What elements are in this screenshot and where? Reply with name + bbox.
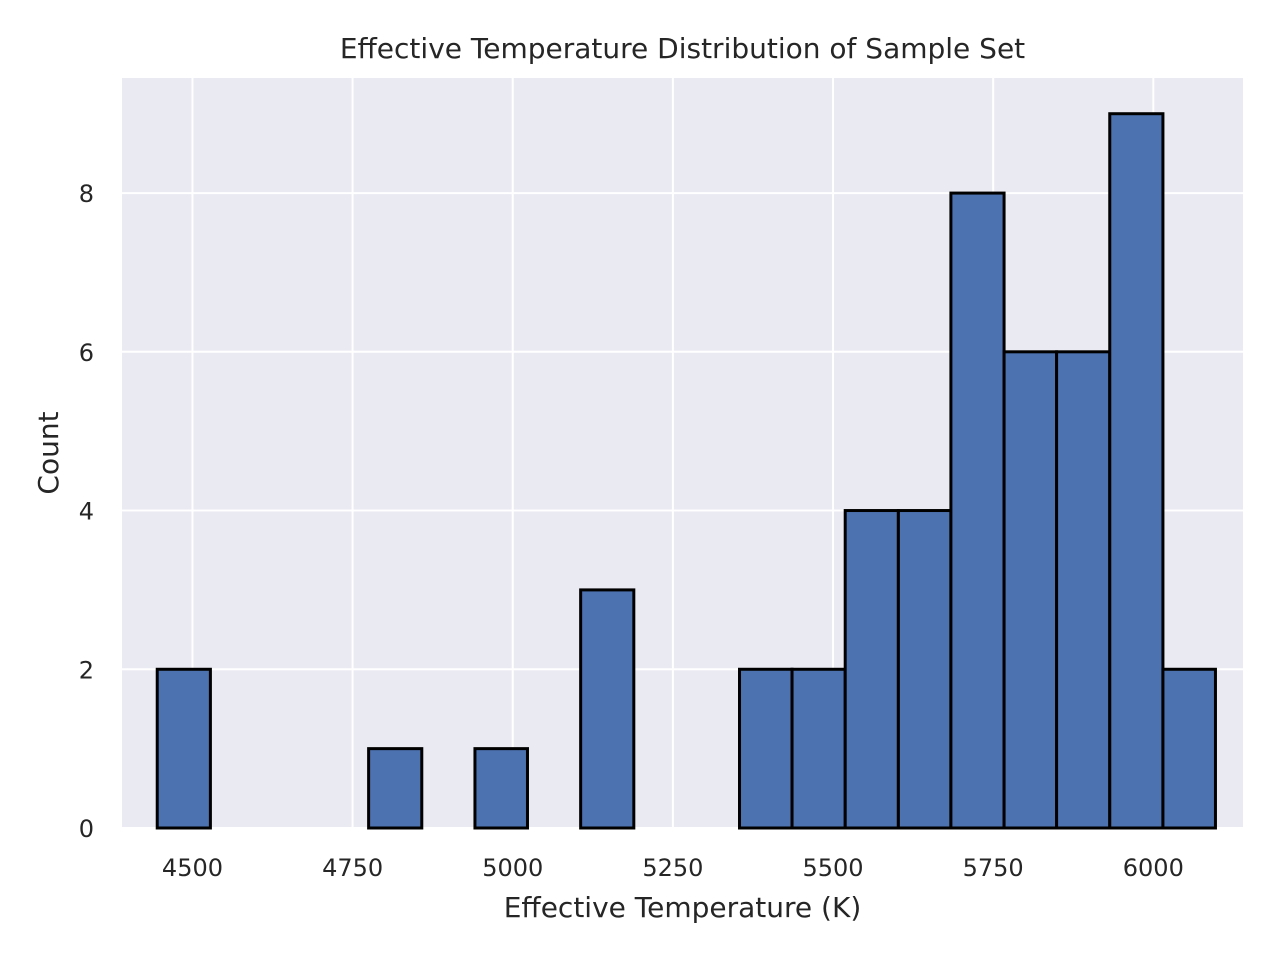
x-tick-label: 4500 [162, 854, 223, 882]
y-tick-label: 4 [79, 498, 94, 526]
histogram-bars [155, 112, 1217, 830]
y-tick-label: 0 [79, 815, 94, 843]
histogram-bar [1055, 350, 1112, 830]
histogram-bar [790, 667, 847, 830]
x-tick-label: 5000 [482, 854, 543, 882]
histogram-bar [1002, 350, 1059, 830]
y-axis-tick-labels: 0 2 4 6 8 [79, 180, 94, 843]
y-tick-label: 6 [79, 339, 94, 367]
x-axis-title: Effective Temperature (K) [504, 891, 862, 924]
x-tick-label: 4750 [322, 854, 383, 882]
histogram-bar [738, 667, 794, 830]
histogram-bar [155, 667, 212, 830]
histogram-bar [367, 747, 424, 830]
histogram-bar [473, 747, 529, 830]
histogram-bar [579, 588, 636, 830]
histogram-bar [896, 509, 953, 830]
histogram-bar [843, 509, 900, 830]
y-tick-label: 8 [79, 180, 94, 208]
histogram-bar [949, 191, 1006, 830]
y-axis-title: Count [32, 411, 65, 494]
x-tick-label: 6000 [1123, 854, 1184, 882]
histogram-bar [1161, 667, 1217, 830]
x-tick-label: 5750 [963, 854, 1024, 882]
histogram-bar [1108, 112, 1165, 830]
x-axis-tick-labels: 4500 4750 5000 5250 5500 5750 6000 [162, 854, 1184, 882]
x-tick-label: 5500 [802, 854, 863, 882]
x-tick-label: 5250 [642, 854, 703, 882]
chart-title: Effective Temperature Distribution of Sa… [340, 32, 1025, 65]
y-tick-label: 2 [79, 656, 94, 684]
